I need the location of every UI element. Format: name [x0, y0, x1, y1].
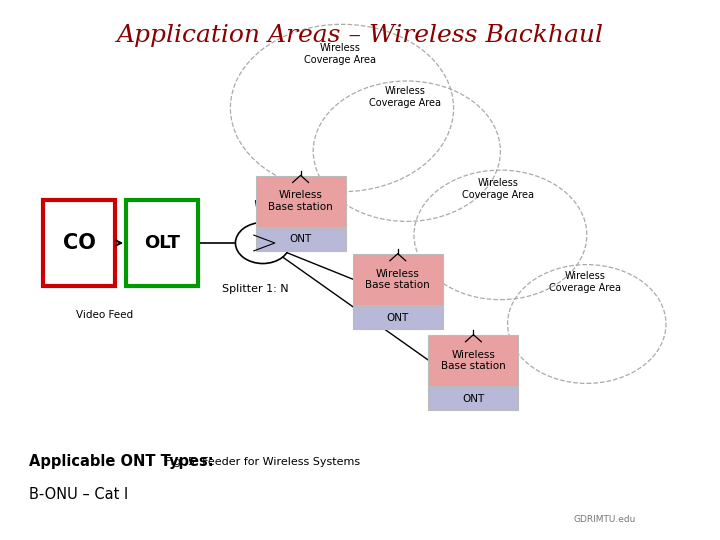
Text: Wireless
Base station: Wireless Base station: [441, 350, 505, 372]
Text: GDRIMTU.edu: GDRIMTU.edu: [574, 515, 636, 524]
Text: Video Feed: Video Feed: [76, 310, 133, 321]
Text: Wireless
Base station: Wireless Base station: [366, 268, 430, 291]
Bar: [43, 200, 115, 286]
Bar: [353, 254, 443, 305]
Text: Fig. 5: Feeder for Wireless Systems: Fig. 5: Feeder for Wireless Systems: [165, 457, 361, 467]
Bar: [126, 200, 198, 286]
Text: Wireless
Coverage Area: Wireless Coverage Area: [304, 43, 376, 65]
Text: ONT: ONT: [289, 234, 312, 245]
Bar: [256, 176, 346, 227]
Text: ONT: ONT: [462, 394, 485, 404]
Text: CO: CO: [63, 233, 96, 253]
Bar: [256, 228, 346, 251]
Text: Wireless
Coverage Area: Wireless Coverage Area: [369, 86, 441, 108]
Text: ONT: ONT: [387, 313, 409, 323]
Bar: [428, 387, 518, 410]
Text: Wireless
Base station: Wireless Base station: [269, 191, 333, 212]
Text: Applicable ONT Types:: Applicable ONT Types:: [29, 454, 213, 469]
Text: Application Areas – Wireless Backhaul: Application Areas – Wireless Backhaul: [117, 24, 603, 46]
Text: B-ONU – Cat I: B-ONU – Cat I: [29, 487, 128, 502]
Text: Wireless
Coverage Area: Wireless Coverage Area: [462, 178, 534, 200]
Bar: [428, 335, 518, 386]
Text: OLT: OLT: [144, 234, 180, 252]
Bar: [353, 306, 443, 329]
Text: Splitter 1: N: Splitter 1: N: [222, 284, 289, 294]
Text: Wireless
Coverage Area: Wireless Coverage Area: [549, 271, 621, 293]
